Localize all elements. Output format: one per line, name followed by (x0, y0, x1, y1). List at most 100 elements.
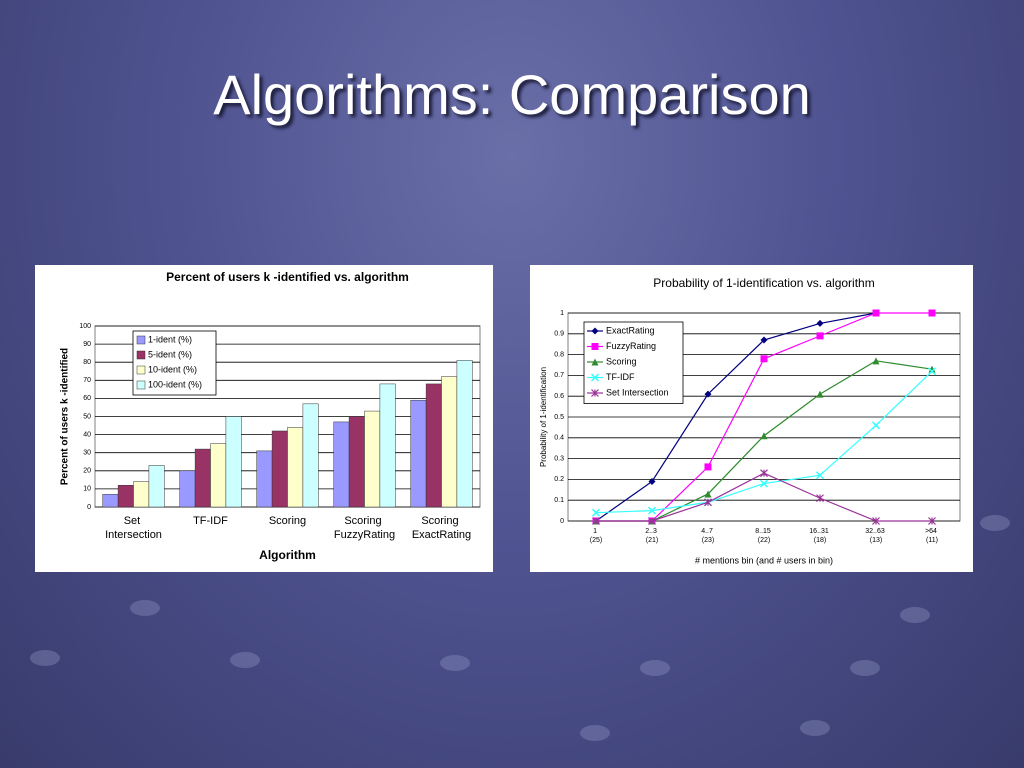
y-tick-label: 0.9 (554, 331, 564, 338)
y-tick-label: 40 (83, 431, 91, 438)
x-axis-label: Algorithm (259, 548, 316, 562)
legend-marker (591, 327, 599, 335)
legend-box (132, 330, 217, 396)
y-tick-label: 0.8 (554, 351, 564, 358)
marker (872, 309, 880, 317)
marker (816, 390, 824, 398)
x-tick-label: Scoring ExactRating (412, 515, 471, 541)
slide-title: Algorithms: Comparison (213, 63, 811, 126)
y-tick-label: 0.2 (554, 476, 564, 483)
marker (760, 336, 768, 344)
marker (928, 365, 936, 373)
legend-label: 5-ident (%) (148, 349, 192, 359)
decoration (850, 660, 880, 676)
x-tick-label: 2..3 (21) (645, 528, 659, 544)
legend-swatch (136, 350, 146, 360)
x-tick-label: >64 (11) (925, 528, 939, 544)
legend-label: FuzzyRating (606, 341, 656, 351)
marker (704, 463, 712, 471)
marker (591, 508, 601, 517)
bar (333, 421, 350, 508)
marker (704, 498, 712, 507)
marker (928, 309, 936, 317)
y-tick-label: 70 (83, 377, 91, 384)
x-tick-label: 4..7 (23) (701, 528, 715, 544)
legend-marker (591, 343, 599, 350)
marker (816, 332, 824, 340)
bar (194, 448, 211, 508)
legend-label: ExactRating (606, 325, 655, 335)
legend-swatch (136, 380, 146, 390)
bar (102, 494, 119, 508)
decoration (440, 655, 470, 671)
decoration (800, 720, 830, 736)
legend-label: Set Intersection (606, 387, 669, 397)
marker (704, 490, 712, 498)
bar (117, 485, 134, 508)
y-tick-label: 20 (83, 468, 91, 475)
x-axis-label: # mentions bin (and # users in bin) (695, 555, 833, 565)
bar (456, 360, 473, 508)
legend-swatch (136, 365, 146, 375)
legend-label: Scoring (606, 356, 637, 366)
marker (872, 357, 880, 365)
bar (179, 470, 196, 508)
marker (592, 517, 600, 525)
y-axis-label: Probability of 1-identification (539, 367, 548, 467)
marker (760, 432, 768, 440)
bar (364, 410, 381, 508)
y-tick-label: 0.3 (554, 455, 564, 462)
y-tick-label: 60 (83, 395, 91, 402)
marker (704, 390, 712, 398)
marker (871, 421, 881, 430)
chart: Percent of users k -identified vs. algor… (60, 270, 481, 562)
bar (287, 427, 304, 508)
bar (302, 403, 319, 508)
y-tick-label: 10 (83, 486, 91, 493)
bar (148, 465, 165, 508)
y-tick-label: 0.7 (554, 372, 564, 379)
y-tick-label: 90 (83, 341, 91, 348)
marker (648, 517, 656, 525)
y-tick-label: 50 (83, 413, 91, 420)
x-tick-label: 32..63 (13) (865, 528, 886, 544)
marker (647, 506, 657, 515)
bar (271, 430, 288, 508)
marker (760, 469, 768, 478)
bar (256, 450, 273, 508)
bar (379, 383, 396, 508)
y-tick-label: 0.1 (554, 497, 564, 504)
legend-label: TF-IDF (606, 372, 635, 382)
chart-panel: Percent of users k -identified vs. algor… (35, 265, 493, 572)
legend-label: 1-ident (%) (148, 334, 192, 344)
marker (759, 479, 769, 488)
marker (872, 517, 880, 525)
x-tick-label: Scoring FuzzyRating (334, 515, 395, 541)
decoration (640, 660, 670, 676)
y-tick-label: 0.5 (554, 414, 564, 421)
decoration (980, 515, 1010, 531)
legend-label: 100-ident (%) (148, 379, 202, 389)
decoration (580, 725, 610, 741)
y-tick-label: 100 (79, 323, 91, 330)
x-tick-label: TF-IDF (193, 515, 228, 527)
bar (348, 416, 365, 508)
bar (210, 443, 227, 508)
bar (225, 416, 242, 508)
chart: Probability of 1-identification vs. algo… (539, 276, 961, 565)
marker (816, 494, 824, 503)
y-tick-label: 0 (560, 518, 564, 525)
decoration (130, 600, 160, 616)
chart-title: Probability of 1-identification vs. algo… (653, 276, 874, 290)
marker (760, 355, 768, 363)
bar (410, 399, 427, 508)
x-tick-label: Scoring (269, 515, 306, 527)
decoration (230, 652, 260, 668)
bar (133, 481, 150, 508)
line (595, 312, 877, 522)
chart-panel: Probability of 1-identification vs. algo… (530, 265, 973, 572)
legend-label: 10-ident (%) (148, 364, 197, 374)
x-tick-label: 1 (25) (590, 528, 602, 544)
marker (928, 517, 936, 525)
